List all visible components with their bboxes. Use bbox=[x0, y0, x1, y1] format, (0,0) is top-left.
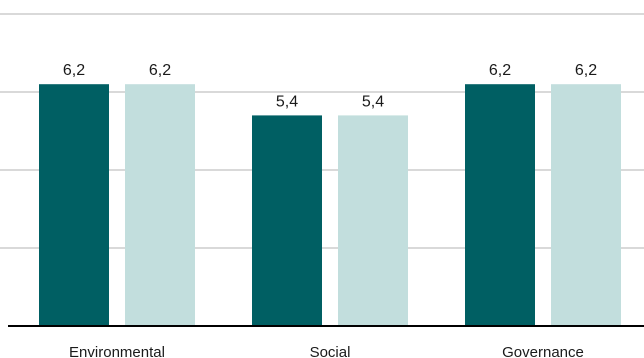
bar bbox=[252, 115, 322, 327]
data-label: 5,4 bbox=[362, 93, 384, 110]
x-tick-label: Social bbox=[310, 344, 351, 358]
data-label: 6,2 bbox=[575, 62, 597, 79]
data-label: 6,2 bbox=[489, 62, 511, 79]
x-tick-label: Governance bbox=[502, 344, 584, 358]
bar bbox=[39, 84, 109, 326]
x-tick-label: Environmental bbox=[69, 344, 165, 358]
bar bbox=[338, 115, 408, 327]
data-label: 6,2 bbox=[63, 62, 85, 79]
data-label: 5,4 bbox=[276, 93, 298, 110]
bar bbox=[551, 84, 621, 326]
bar bbox=[125, 84, 195, 326]
bar bbox=[465, 84, 535, 326]
data-label: 6,2 bbox=[149, 62, 171, 79]
